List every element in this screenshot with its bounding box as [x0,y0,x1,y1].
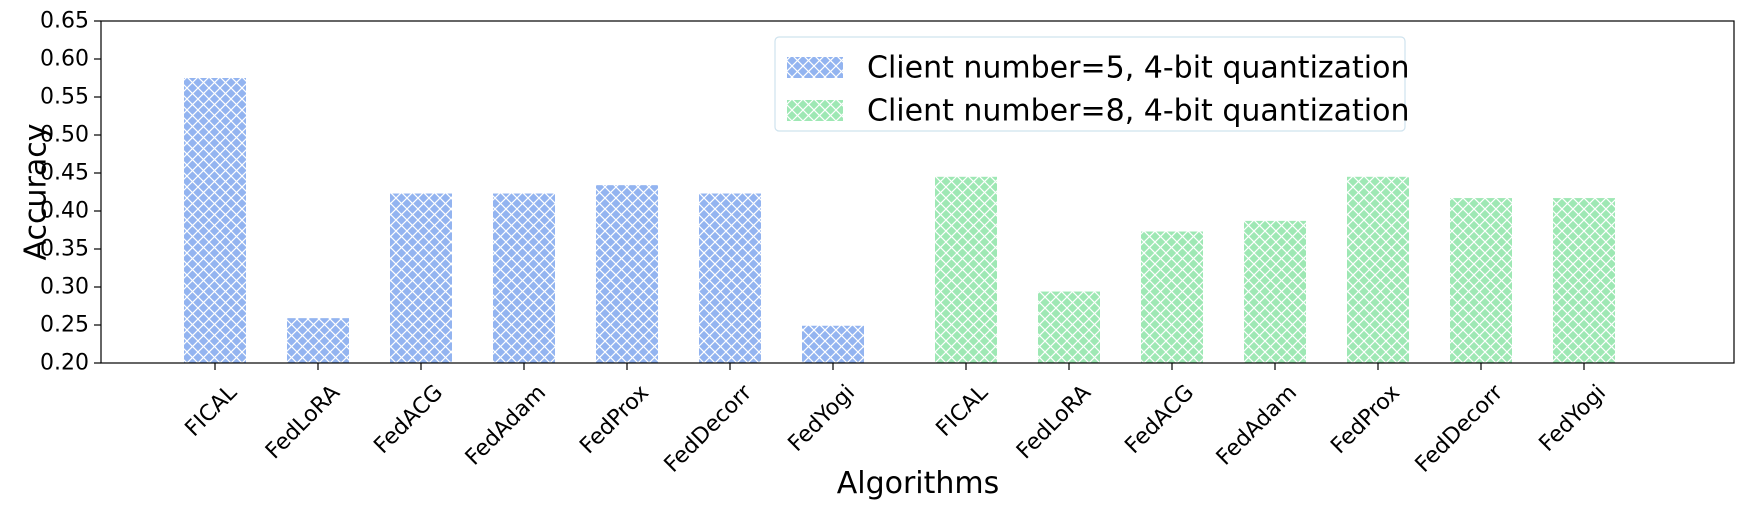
legend-label: Client number=5, 4-bit quantization [867,51,1410,86]
x-tick-label: FedACG [1120,380,1199,459]
y-tick-label: 0.40 [40,199,89,224]
x-tick-label: FedDecorr [660,380,758,478]
x-tick-label: FedLoRA [1012,380,1096,464]
bar-fical-series-2 [935,176,997,363]
y-axis-title: Accuracy [19,124,54,261]
legend-label: Client number=8, 4-bit quantization [867,94,1410,129]
x-tick-label: FICAL [932,380,994,442]
y-tick-label: 0.65 [40,9,89,34]
x-tick-label: FedDecorr [1411,380,1509,478]
y-tick-label: 0.45 [40,161,89,186]
x-tick-label: FedProx [1326,380,1405,459]
bar-fedadam-series-1 [493,193,555,363]
legend-box [774,36,1406,132]
x-tick-label: FedYogi [784,380,860,456]
bar-fedacg-series-2 [1141,231,1203,363]
bar-fedprox-series-2 [1347,176,1409,363]
x-tick-label: FedProx [575,380,654,459]
x-tick-label: FedACG [369,380,448,459]
bar-feddecorr-series-2 [1450,198,1512,363]
x-tick-label: FedYogi [1535,380,1611,456]
bar-fedyogi-series-2 [1553,198,1615,363]
bar-fedprox-series-1 [596,185,658,363]
legend-swatch [787,100,843,121]
y-tick-label: 0.25 [40,313,89,338]
bar-fical-series-1 [184,78,246,363]
bar-fedyogi-series-1 [802,325,864,363]
x-tick-label: FICAL [181,380,243,442]
legend-swatch [787,57,843,78]
bar-fedacg-series-1 [390,193,452,363]
y-tick-label: 0.55 [40,85,89,110]
y-tick-label: 0.60 [40,47,89,72]
y-tick-label: 0.20 [40,351,89,376]
x-tick-label: FedLoRA [261,380,345,464]
x-tick-label: FedAdam [461,380,551,470]
x-tick-label: FedAdam [1212,380,1302,470]
y-tick-label: 0.50 [40,123,89,148]
bar-fedlora-series-1 [287,318,349,363]
y-tick-label: 0.35 [40,237,89,262]
plot-frame [100,20,1735,364]
bar-fedlora-series-2 [1038,291,1100,363]
y-tick-label: 0.30 [40,275,89,300]
bar-fedadam-series-2 [1244,220,1306,363]
x-axis-title: Algorithms [837,466,1000,501]
bar-feddecorr-series-1 [699,193,761,363]
